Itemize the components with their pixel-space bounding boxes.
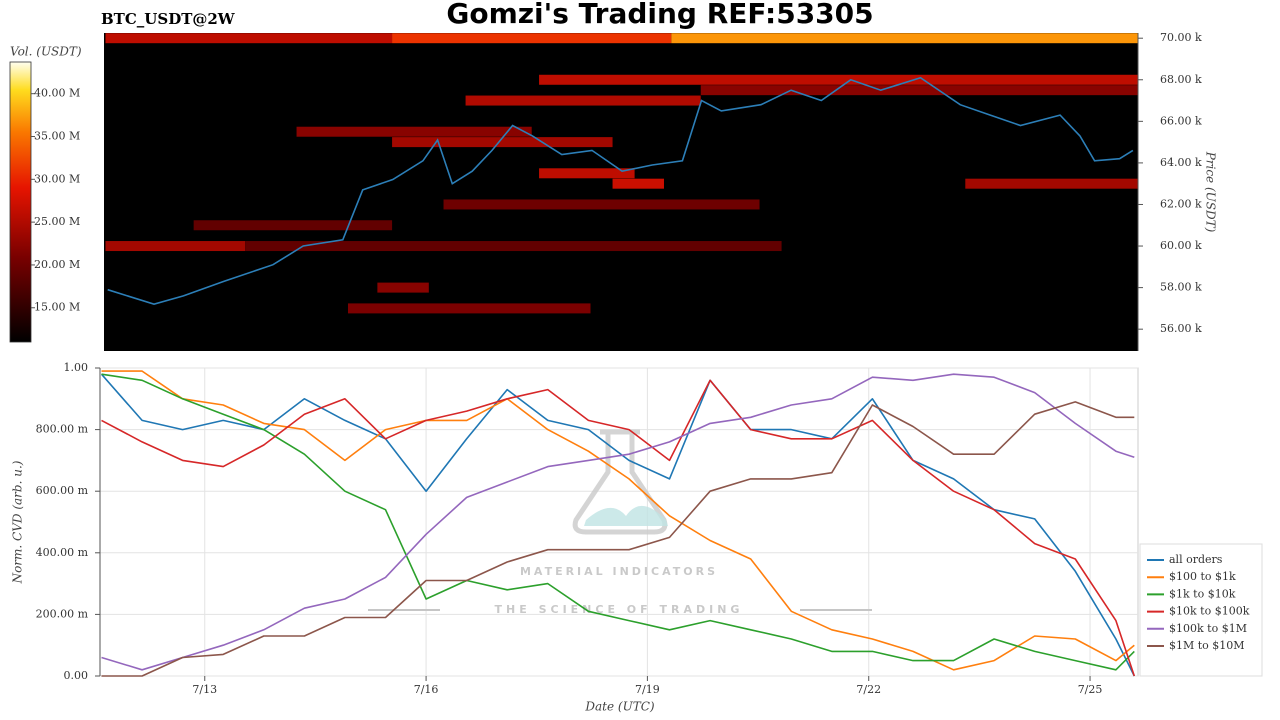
y-tick-label: 58.00 k: [1160, 281, 1202, 294]
heatmap-cell: [392, 33, 672, 44]
heatmap-cell: [671, 33, 1138, 44]
watermark-text: MATERIAL INDICATORS: [520, 565, 718, 578]
y-tick-label: 60.00 k: [1160, 239, 1202, 252]
heatmap-cell: [193, 220, 393, 231]
heatmap-cell: [443, 199, 760, 210]
y-tick-label: 1.00: [64, 361, 89, 374]
series-line: [101, 373, 1135, 671]
colorbar-label: Vol. (USDT): [10, 45, 82, 59]
heatmap-cell: [347, 303, 591, 314]
heatmap-cell: [539, 74, 1138, 85]
heatmap-cell: [245, 241, 782, 252]
x-tick-label: 7/16: [414, 683, 439, 696]
y-tick-label: 56.00 k: [1160, 322, 1202, 335]
y-tick-label: 400.00 m: [36, 546, 89, 559]
heatmap-cell: [392, 137, 613, 148]
heatmap-cell: [296, 126, 532, 137]
series-line: [101, 379, 1136, 677]
x-tick-label: 7/22: [856, 683, 881, 696]
heatmap: [105, 33, 1138, 314]
y-axis-label: Price (USDT): [1204, 151, 1218, 233]
legend-label: $10k to $100k: [1169, 605, 1250, 618]
watermark-flask-fill: [584, 505, 668, 526]
y-tick-label: 66.00 k: [1160, 114, 1202, 127]
colorbar-tick-label: 40.00 M: [34, 87, 80, 100]
y-tick-label: 0.00: [64, 669, 89, 682]
y-tick-label: 600.00 m: [36, 484, 89, 497]
legend-label: $100 to $1k: [1169, 570, 1236, 583]
x-axis-label: Date (UTC): [584, 700, 654, 714]
chart-title: Gomzi's Trading REF:53305: [446, 0, 873, 30]
legend-label: $1k to $10k: [1169, 587, 1236, 600]
chart-subtitle: BTC_USDT@2W: [101, 10, 236, 28]
heatmap-cell: [965, 178, 1138, 189]
y-tick-label: 62.00 k: [1160, 197, 1202, 210]
x-tick-label: 7/13: [192, 683, 217, 696]
y-tick-label: 64.00 k: [1160, 156, 1202, 169]
series-line: [100, 373, 1136, 677]
legend-label: all orders: [1169, 553, 1223, 566]
price-line: [107, 76, 1134, 306]
y-tick-label: 200.00 m: [36, 607, 89, 620]
heatmap-cell: [105, 241, 246, 252]
heatmap-cell: [612, 178, 664, 189]
x-tick-label: 7/19: [635, 683, 660, 696]
legend-label: $1M to $10M: [1169, 639, 1245, 652]
legend-box: [1139, 543, 1263, 677]
series-line: [101, 373, 1135, 671]
x-tick-label: 7/25: [1078, 683, 1103, 696]
heatmap-cell: [105, 33, 393, 44]
heatmap-cell: [539, 168, 635, 179]
colorbar: [9, 61, 32, 343]
heatmap-cell: [700, 85, 1138, 96]
series-line: [101, 370, 1135, 671]
heatmap-cell: [377, 282, 429, 293]
legend-label: $100k to $1M: [1169, 622, 1247, 635]
colorbar-tick-label: 35.00 M: [34, 129, 80, 142]
watermark-text: THE SCIENCE OF TRADING: [495, 603, 744, 616]
series-line: [101, 401, 1135, 677]
y-tick-label: 800.00 m: [36, 423, 89, 436]
heatmap-cell: [465, 95, 701, 106]
y-tick-label: 68.00 k: [1160, 73, 1202, 86]
colorbar-tick-label: 20.00 M: [34, 258, 80, 271]
colorbar-tick-label: 30.00 M: [34, 172, 80, 185]
y-axis-label: Norm. CVD (arb. u.): [11, 460, 25, 584]
colorbar-tick-label: 25.00 M: [34, 215, 80, 228]
y-tick-label: 70.00 k: [1160, 31, 1202, 44]
colorbar-tick-label: 15.00 M: [34, 301, 80, 314]
